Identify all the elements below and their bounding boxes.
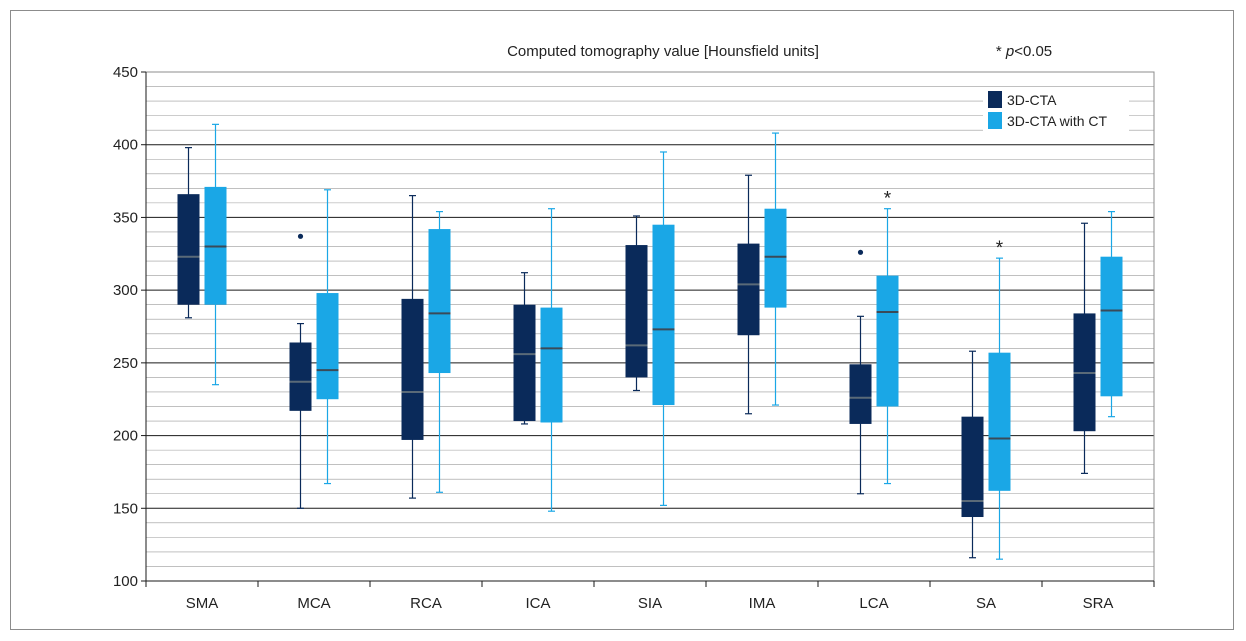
box-cta-ct-ima (764, 132, 787, 406)
box-cta-sa (961, 350, 984, 559)
box-cta-sia (625, 215, 648, 392)
box-cta-ct-ica (540, 208, 563, 512)
box-cta-ct-rca (428, 211, 451, 493)
x-tick-label: SMA (186, 595, 219, 612)
legend-swatch (988, 91, 1002, 108)
legend: 3D-CTA 3D-CTA with CT (983, 87, 1129, 134)
box-body (540, 307, 563, 423)
legend-label: 3D-CTA with CT (1007, 113, 1108, 129)
box-body (1100, 256, 1123, 397)
box-cta-ct-mca (316, 189, 339, 485)
y-tick-label: 200 (113, 428, 138, 445)
box-cta-ct-sa (988, 257, 1011, 560)
x-tick-label: ICA (525, 595, 550, 612)
x-tick-label: SIA (638, 595, 662, 612)
x-tick-label: RCA (410, 595, 442, 612)
box-cta-ima (737, 174, 760, 415)
grid-layer (145, 71, 1155, 582)
x-tick-label: IMA (749, 595, 776, 612)
axis-layer: 100 150 200 250 300 350 400 450 SMA MCA RCA ICA SIA I… (113, 64, 1155, 612)
box-body (961, 416, 984, 518)
box-cta-sma (177, 147, 200, 319)
legend-label: 3D-CTA (1007, 92, 1057, 108)
box-body (988, 352, 1011, 491)
box-body (177, 194, 200, 305)
x-tick-label: MCA (297, 595, 330, 612)
box-body (764, 208, 787, 308)
significance-note: * p<0.05 (996, 43, 1052, 60)
box-body (289, 342, 312, 411)
significance-marker-sa: * (996, 238, 1004, 259)
x-tick-label: LCA (859, 595, 888, 612)
outlier-point (857, 249, 864, 255)
box-cta-rca (401, 195, 424, 499)
box-cta-mca (289, 233, 312, 509)
legend-swatch (988, 112, 1002, 129)
outlier-point (297, 233, 304, 239)
y-tick-label: 400 (113, 137, 138, 154)
legend-background (983, 87, 1129, 134)
y-tick-label: 100 (113, 573, 138, 590)
y-tick-label: 150 (113, 500, 138, 517)
box-body (625, 245, 648, 378)
box-body (513, 304, 536, 422)
box-cta-ica (513, 272, 536, 425)
box-body (401, 298, 424, 440)
box-body (428, 229, 451, 374)
box-layer: ** (177, 123, 1123, 560)
box-body (849, 364, 872, 424)
plot-area-border (145, 71, 1155, 582)
x-tick-label: SA (976, 595, 996, 612)
box-cta-ct-lca (876, 208, 899, 485)
box-cta-ct-sia (652, 151, 675, 506)
box-cta-sra (1073, 222, 1096, 474)
y-tick-label: 350 (113, 209, 138, 226)
y-tick-label: 250 (113, 355, 138, 372)
box-cta-ct-sma (204, 123, 227, 386)
box-cta-lca (849, 249, 872, 495)
box-cta-ct-sra (1100, 211, 1123, 418)
box-body (876, 275, 899, 407)
box-body (737, 243, 760, 336)
significance-marker-lca: * (884, 189, 892, 210)
y-tick-label: 450 (113, 64, 138, 81)
y-tick-label: 300 (113, 282, 138, 299)
x-tick-label: SRA (1083, 595, 1114, 612)
box-body (652, 224, 675, 406)
box-body (316, 293, 339, 400)
chart-title: Computed tomography value [Hounsfield un… (507, 43, 819, 60)
